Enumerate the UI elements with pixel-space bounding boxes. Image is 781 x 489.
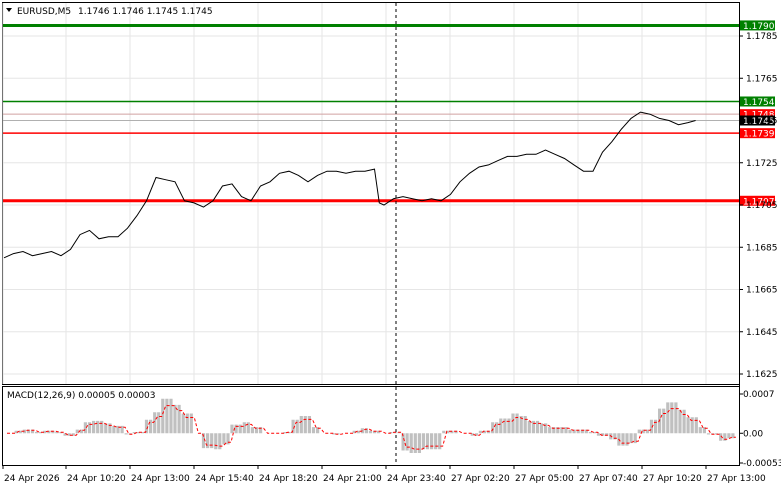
level-price-label: 1.1707 [743, 197, 775, 207]
level-price-tag [740, 195, 775, 206]
triangle-down-icon[interactable] [6, 8, 12, 12]
time-tick-label: 24 Apr 15:40 [195, 474, 254, 484]
time-tick-label: 24 Apr 21:00 [323, 474, 382, 484]
price-tick-label: 1.1625 [746, 370, 778, 380]
level-price-tag [740, 128, 775, 139]
time-tick-label: 27 Apr 10:20 [643, 474, 702, 484]
level-price-label: 1.1754 [743, 98, 775, 108]
price-tick-label: 1.1725 [746, 159, 778, 169]
level-price-tag [740, 20, 775, 31]
price-axis[interactable]: 1.1785 1.1765 1.1745 1.1725 1.1705 1.1685 1.16… [739, 32, 778, 380]
level-price-label: 1.1739 [743, 130, 775, 140]
macd-signal-line [7, 405, 736, 450]
price-tick-label: 1.1685 [746, 243, 778, 253]
grid-lines [2, 3, 739, 384]
level-price-tag [740, 109, 775, 120]
time-tick-label: 27 Apr 07:40 [579, 474, 638, 484]
ohlc-values: 1.1746 1.1746 1.1745 1.1745 [78, 7, 213, 17]
time-tick-label: 24 Apr 18:20 [259, 474, 318, 484]
price-tick-label: 1.1645 [746, 328, 778, 338]
time-tick-label: 27 Apr 02:20 [451, 474, 510, 484]
time-tick-label: 27 Apr 05:00 [515, 474, 574, 484]
price-tick-label: 1.1785 [746, 32, 778, 42]
level-price-label: 1.1790 [743, 22, 775, 32]
level-price-tag [740, 115, 775, 126]
price-tick-label: 1.1765 [746, 74, 778, 84]
macd-tick-label: 0.0007 [743, 390, 775, 400]
macd-axis: 0.0007 0.00 -0.00053 [739, 390, 781, 469]
time-axis[interactable]: 24 Apr 2026 24 Apr 10:20 24 Apr 13:00 24 Ap… [2, 465, 766, 484]
macd-tick-label: 0.00 [743, 429, 763, 439]
price-tick-label: 1.1745 [746, 117, 778, 127]
time-tick-label: 27 Apr 13:00 [707, 474, 766, 484]
time-tick-label: 24 Apr 10:20 [67, 474, 126, 484]
time-tick-label: 24 Apr 13:00 [131, 474, 190, 484]
macd-indicator [7, 398, 736, 453]
macd-label: MACD(12,26,9) 0.00005 0.00003 [7, 391, 156, 401]
time-tick-label: 24 Apr 2026 [4, 474, 60, 484]
price-pane-frame [2, 2, 740, 385]
level-price-tag [740, 96, 775, 107]
chart-header[interactable]: EURUSD,M5 1.1746 1.1746 1.1745 1.1745 [6, 7, 213, 17]
macd-histogram [14, 398, 735, 453]
level-price-label: 1.1745 [743, 117, 775, 127]
price-line [3, 111, 696, 259]
price-tick-label: 1.1665 [746, 286, 778, 296]
price-tick-label: 1.1705 [746, 201, 778, 211]
symbol-label: EURUSD,M5 [17, 7, 71, 17]
price-series [3, 111, 696, 259]
macd-tick-label: -0.00053 [743, 459, 781, 469]
time-tick-label: 24 Apr 23:40 [387, 474, 446, 484]
